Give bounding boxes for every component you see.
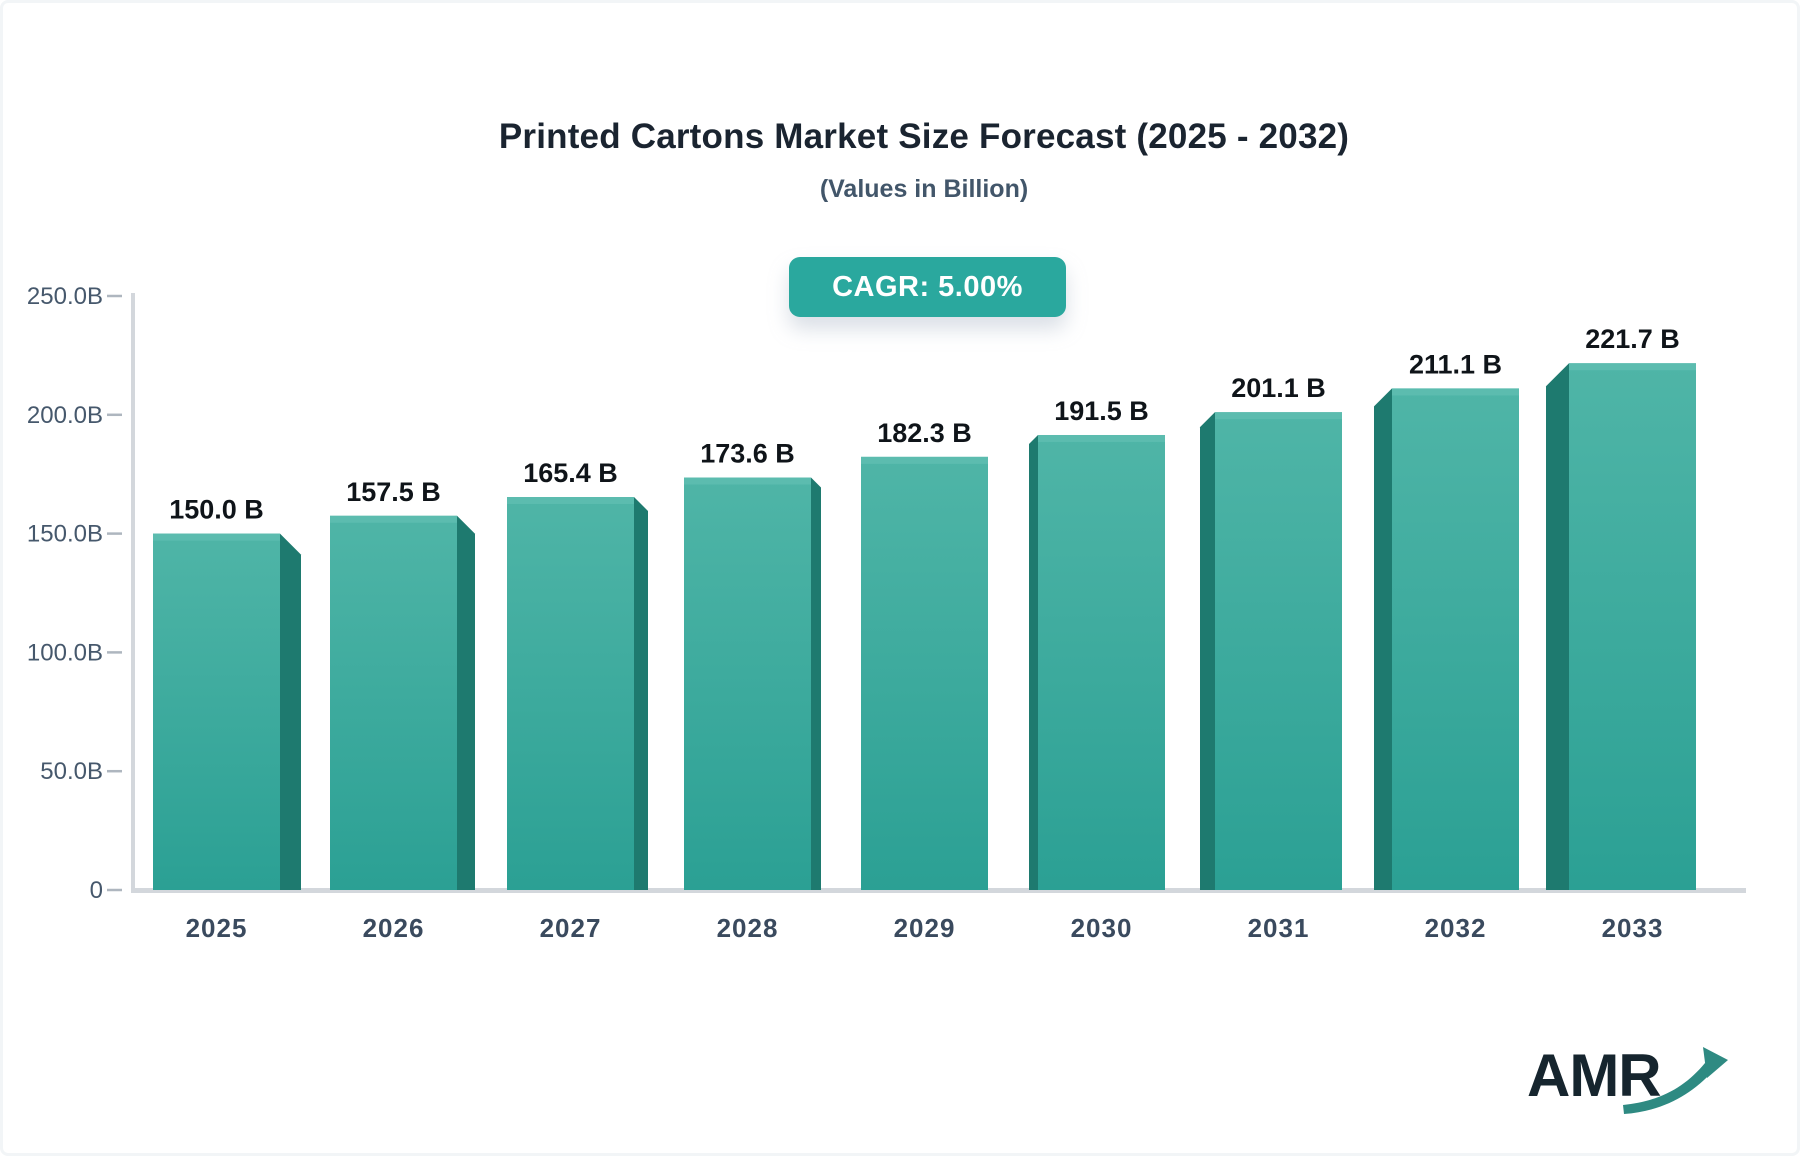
growth-arrow-icon (1623, 1047, 1728, 1114)
x-axis-label-2031: 2031 (1248, 913, 1310, 943)
y-axis-tick-label: 250.0B (27, 283, 103, 310)
bar-2032 (1392, 388, 1519, 890)
y-axis-tick-label: 200.0B (27, 402, 103, 429)
bar-side-2026 (457, 515, 475, 890)
bar-top-edge-2031 (1215, 412, 1342, 420)
growth-arrow-swoosh (1623, 1063, 1713, 1114)
x-axis-label-2027: 2027 (540, 913, 602, 943)
chart-title: Printed Cartons Market Size Forecast (20… (498, 117, 1350, 156)
x-axis-label-2029: 2029 (894, 913, 956, 943)
bar-value-label-2028: 173.6 B (700, 439, 795, 469)
bar-side-2032 (1374, 388, 1392, 890)
bar-2033 (1569, 363, 1696, 890)
amr-logo: AMR (1527, 1033, 1747, 1133)
bar-2025 (153, 533, 280, 890)
bar-2027 (507, 497, 634, 890)
bar-top-edge-2025 (153, 533, 280, 541)
bar-value-label-2026: 157.5 B (346, 477, 441, 507)
bar-side-2025 (280, 533, 301, 890)
bar-top-edge-2028 (684, 477, 811, 485)
bar-2030 (1038, 434, 1165, 890)
bar-side-2030 (1029, 434, 1038, 890)
bar-2026 (330, 515, 457, 890)
bar-top-edge-2026 (330, 515, 457, 523)
y-axis-tick-label: 0 (90, 877, 103, 904)
x-axis-label-2030: 2030 (1071, 913, 1133, 943)
bar-chart: 0 50.0B 100.0B 150.0B 200.0B 250.0B 150.0 B 202… (27, 283, 1746, 943)
bar-top-edge-2030 (1038, 434, 1165, 442)
bar-value-label-2029: 182.3 B (877, 418, 972, 448)
bar-top-edge-2029 (861, 456, 988, 464)
y-axis-tick-label: 150.0B (27, 521, 103, 548)
bar-side-2028 (811, 477, 821, 890)
bar-value-label-2033: 221.7 B (1585, 324, 1680, 354)
bar-side-2027 (634, 497, 648, 890)
x-axis-label-2026: 2026 (363, 913, 425, 943)
bar-top-edge-2032 (1392, 388, 1519, 396)
bar-side-2033 (1546, 363, 1569, 890)
bar-value-label-2032: 211.1 B (1409, 349, 1502, 379)
y-axis-tick-label: 100.0B (27, 639, 103, 666)
bar-2029 (861, 456, 988, 890)
x-axis-label-2025: 2025 (186, 913, 248, 943)
chart-subtitle: (Values in Billion) (819, 175, 1029, 203)
bar-value-label-2031: 201.1 B (1231, 373, 1326, 403)
bar-2031 (1215, 412, 1342, 890)
y-axis-tick-label: 50.0B (40, 758, 103, 785)
bar-top-edge-2033 (1569, 363, 1696, 371)
x-axis-label-2028: 2028 (717, 913, 779, 943)
bar-top-edge-2027 (507, 497, 634, 505)
x-axis-line (131, 888, 1746, 893)
bar-value-label-2025: 150.0 B (169, 495, 264, 525)
bar-2028 (684, 477, 811, 890)
bar-value-label-2030: 191.5 B (1054, 396, 1149, 426)
y-axis-line (131, 293, 135, 892)
x-axis-label-2032: 2032 (1425, 913, 1487, 943)
bar-value-label-2027: 165.4 B (523, 458, 618, 488)
cagr-badge: CAGR: 5.00% (789, 257, 1066, 317)
bar-side-2031 (1200, 412, 1215, 890)
growth-arrow-head (1703, 1047, 1728, 1078)
amr-logo-text: AMR (1527, 1042, 1662, 1109)
x-axis-label-2033: 2033 (1602, 913, 1664, 943)
